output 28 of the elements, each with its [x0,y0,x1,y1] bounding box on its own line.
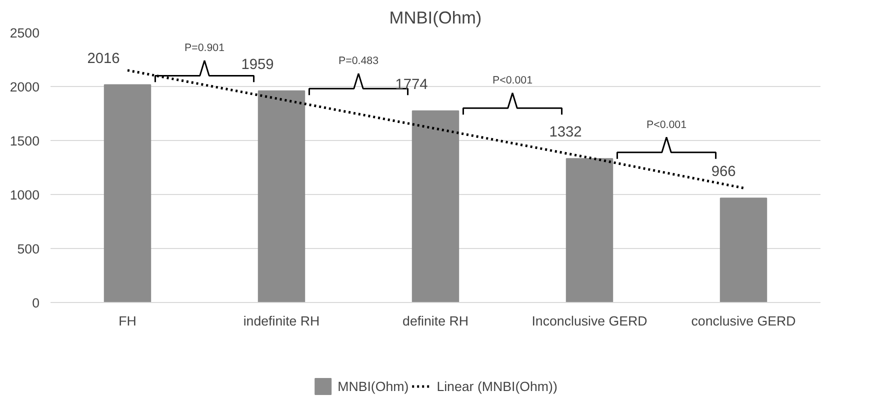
data-label: 1332 [549,124,582,141]
annotation: P=0.901 [184,42,225,54]
bar [258,90,306,302]
y-tick-label: 1500 [10,134,40,148]
y-tick-label: 500 [17,242,40,256]
chart-title: MNBI(Ohm) [389,8,482,28]
annotation: P<0.001 [646,118,687,131]
x-tick-label: indefinite RH [243,314,320,328]
data-label: 1774 [395,76,428,93]
bar [412,110,460,302]
x-tick-label: Inconclusive GERD [532,314,648,328]
data-label: 966 [711,164,736,180]
y-tick-label: 2500 [10,26,40,40]
annotation: P=0.483 [338,55,379,68]
x-tick-label: conclusive GERD [691,314,796,328]
y-tick-label: 0 [32,296,40,310]
bar [566,158,614,302]
y-tick-label: 1000 [10,188,40,202]
legend-label: MNBI(Ohm) [338,378,409,394]
y-tick-label: 2000 [10,80,40,94]
x-tick-label: FH [118,314,136,328]
data-label: 1959 [241,56,274,73]
bar [104,84,152,302]
x-tick-label: definite RH [402,314,468,328]
annotation: P<0.001 [492,74,533,86]
data-label: 2016 [87,50,120,67]
bar [720,198,768,302]
legend-label: Linear (MNBI(Ohm)) [436,378,558,394]
